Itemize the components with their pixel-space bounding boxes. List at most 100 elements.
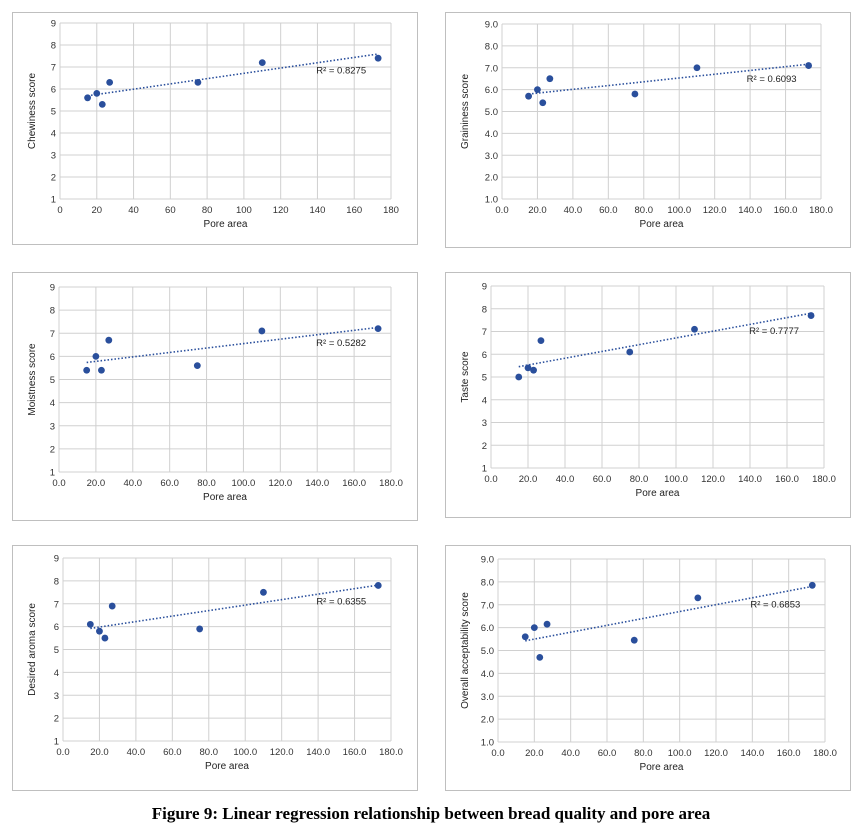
data-point xyxy=(194,79,202,86)
data-point xyxy=(260,588,267,596)
x-tick-label: 100 xyxy=(236,205,252,216)
x-tick-label: 120.0 xyxy=(270,747,294,758)
x-tick-label: 140 xyxy=(310,205,326,216)
data-point xyxy=(694,594,702,602)
r-squared-label: R² = 0.6355 xyxy=(316,597,366,608)
x-tick-label: 160.0 xyxy=(343,747,367,758)
y-tick-label: 3.0 xyxy=(481,692,494,703)
data-point xyxy=(543,620,551,628)
data-point xyxy=(92,352,100,360)
y-axis-label: Overall acceptability score xyxy=(460,592,471,709)
x-tick-label: 100.0 xyxy=(232,478,256,489)
y-tick-label: 9.0 xyxy=(485,20,498,31)
data-point xyxy=(98,101,106,108)
r-squared-label: R² = 0.6093 xyxy=(747,74,797,85)
x-axis-label: Pore area xyxy=(203,492,247,503)
y-tick-label: 6 xyxy=(51,85,56,96)
data-point xyxy=(807,312,815,319)
y-tick-label: 4 xyxy=(50,398,55,409)
x-tick-label: 140.0 xyxy=(740,748,764,759)
y-tick-label: 6 xyxy=(482,350,487,361)
data-point xyxy=(196,625,204,633)
chart-svg: 1 2 3 4 5 6 7 8 9 0.0 20.0 40.0 60.0 80.0 100.0 120.0 14… xyxy=(27,554,403,773)
data-point xyxy=(105,336,113,344)
y-tick-label: 9 xyxy=(51,19,56,30)
data-point xyxy=(630,636,638,644)
x-tick-label: 0.0 xyxy=(495,205,508,216)
y-tick-label: 5.0 xyxy=(485,107,498,118)
x-tick-label: 80.0 xyxy=(197,478,216,489)
x-tick-label: 180.0 xyxy=(812,474,836,485)
x-tick-label: 120.0 xyxy=(703,205,727,216)
chart-panel-taste: 1 2 3 4 5 6 7 8 9 0.0 20.0 40.0 60.0 80.0 100.0 120.0 14… xyxy=(445,272,851,518)
data-point xyxy=(108,602,116,610)
x-tick-label: 180.0 xyxy=(379,478,403,489)
x-tick-label: 80.0 xyxy=(200,747,219,758)
y-axis-label: Moistness score xyxy=(27,343,38,416)
y-tick-label: 3 xyxy=(51,151,56,162)
x-tick-label: 0.0 xyxy=(52,478,65,489)
r-squared-label: R² = 0.7777 xyxy=(749,326,799,337)
data-point xyxy=(93,90,101,97)
y-tick-label: 6 xyxy=(54,622,59,633)
y-tick-label: 1.0 xyxy=(485,195,498,206)
x-tick-label: 40.0 xyxy=(556,474,575,485)
y-axis-label: Graininess score xyxy=(460,74,471,149)
y-tick-label: 7.0 xyxy=(481,600,494,611)
x-tick-label: 60.0 xyxy=(160,478,179,489)
x-tick-label: 120.0 xyxy=(268,478,292,489)
chart-svg: 1.0 2.0 3.0 4.0 5.0 6.0 7.0 8.0 9.0 0.0 20.0 40.0 60… xyxy=(460,555,837,774)
x-tick-label: 20.0 xyxy=(528,205,547,216)
data-point xyxy=(193,362,201,370)
x-tick-label: 160.0 xyxy=(342,478,366,489)
x-tick-label: 160.0 xyxy=(775,474,799,485)
x-tick-label: 20 xyxy=(91,205,102,216)
y-tick-label: 8.0 xyxy=(481,577,494,588)
chart-panel-overall-acceptability: 1.0 2.0 3.0 4.0 5.0 6.0 7.0 8.0 9.0 0.0 20.0 40.0 60… xyxy=(445,545,851,791)
y-tick-label: 3 xyxy=(54,691,59,702)
y-tick-label: 7 xyxy=(50,329,55,340)
data-point xyxy=(534,86,541,94)
y-tick-label: 5 xyxy=(482,373,487,384)
data-point xyxy=(525,92,532,100)
y-tick-label: 2 xyxy=(51,173,56,184)
chart-panel-chewiness: 1 2 3 4 5 6 7 8 9 0 20 40 60 80 100 120 140 160 180 Pore ar… xyxy=(12,12,418,245)
y-tick-label: 7.0 xyxy=(485,63,498,74)
y-tick-label: 4 xyxy=(54,668,59,679)
y-tick-label: 2 xyxy=(482,441,487,452)
data-point xyxy=(524,364,532,372)
data-point xyxy=(86,620,94,628)
x-tick-label: 20.0 xyxy=(525,748,544,759)
data-point xyxy=(258,59,266,66)
y-tick-label: 1 xyxy=(54,737,59,748)
x-tick-label: 40 xyxy=(128,205,139,216)
data-point xyxy=(693,64,701,72)
x-tick-label: 140.0 xyxy=(738,474,762,485)
x-tick-label: 40.0 xyxy=(564,205,583,216)
x-tick-label: 140.0 xyxy=(306,747,330,758)
data-point xyxy=(805,62,812,69)
chart-panel-desired-aroma: 1 2 3 4 5 6 7 8 9 0.0 20.0 40.0 60.0 80.0 100.0 120.0 14… xyxy=(12,545,418,791)
y-tick-label: 1 xyxy=(51,195,56,206)
chart-svg: 1 2 3 4 5 6 7 8 9 0.0 20.0 40.0 60.0 80.0 100.0 120.0 14… xyxy=(460,282,836,500)
data-point xyxy=(515,373,523,381)
x-axis-label: Pore area xyxy=(204,219,248,230)
y-axis-label: Taste score xyxy=(460,351,471,403)
y-tick-label: 7 xyxy=(54,599,59,610)
x-tick-label: 160.0 xyxy=(777,748,801,759)
x-tick-label: 20.0 xyxy=(519,474,538,485)
x-tick-label: 60.0 xyxy=(593,474,612,485)
data-point xyxy=(96,627,103,635)
x-tick-label: 0.0 xyxy=(484,474,497,485)
x-tick-label: 180.0 xyxy=(813,748,837,759)
x-tick-label: 40.0 xyxy=(561,748,580,759)
x-tick-label: 180.0 xyxy=(379,747,403,758)
y-tick-label: 2 xyxy=(54,714,59,725)
x-tick-label: 0.0 xyxy=(491,748,504,759)
y-tick-label: 4 xyxy=(51,129,56,140)
data-point xyxy=(374,54,382,62)
chart-svg: 1 2 3 4 5 6 7 8 9 0 20 40 60 80 100 120 140 160 180 Pore ar… xyxy=(27,19,399,231)
y-tick-label: 3 xyxy=(50,421,55,432)
data-point xyxy=(808,581,816,589)
data-point xyxy=(98,366,105,374)
